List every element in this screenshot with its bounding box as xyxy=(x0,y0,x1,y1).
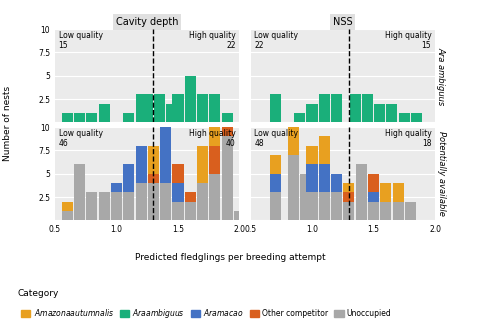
Bar xyxy=(124,164,134,192)
Bar xyxy=(234,211,245,220)
Bar xyxy=(210,174,220,220)
Bar xyxy=(62,113,73,122)
Bar xyxy=(197,183,208,220)
Bar xyxy=(270,174,280,192)
Bar xyxy=(111,183,122,192)
Bar xyxy=(184,192,196,202)
Bar xyxy=(222,113,232,122)
Bar xyxy=(306,146,318,164)
Bar xyxy=(350,94,360,122)
Bar xyxy=(380,202,392,220)
Legend: $\mathit{Amazona autumnalis}$, $\mathit{Ara ambiguus}$, $\mathit{Ara macao}$, Ot: $\mathit{Amazona autumnalis}$, $\mathit{… xyxy=(22,307,392,320)
Bar xyxy=(331,192,342,220)
Bar xyxy=(62,211,73,220)
Bar xyxy=(344,192,354,202)
Bar xyxy=(288,90,299,155)
Bar xyxy=(356,164,366,220)
Text: Category: Category xyxy=(18,289,59,298)
Bar xyxy=(386,104,398,122)
Bar xyxy=(392,183,404,202)
Bar xyxy=(344,183,354,192)
Text: Low quality
22: Low quality 22 xyxy=(254,31,298,51)
Bar xyxy=(392,202,404,220)
Bar xyxy=(172,202,184,220)
Text: Predicted fledglings per breeding attempt: Predicted fledglings per breeding attemp… xyxy=(134,253,326,262)
Bar xyxy=(222,136,232,220)
Bar xyxy=(380,183,392,202)
Bar xyxy=(319,192,330,220)
Bar xyxy=(411,113,422,122)
Bar xyxy=(300,174,312,220)
Bar xyxy=(270,94,280,122)
Bar xyxy=(111,192,122,220)
Bar xyxy=(74,113,85,122)
Bar xyxy=(136,183,146,220)
Bar xyxy=(368,192,379,202)
Bar xyxy=(319,94,330,122)
Bar xyxy=(148,146,159,174)
Bar xyxy=(98,192,110,220)
Title: NSS: NSS xyxy=(333,17,352,27)
Bar xyxy=(306,104,318,122)
Bar xyxy=(210,94,220,122)
Bar xyxy=(184,202,196,220)
Bar xyxy=(331,174,342,192)
Text: Low quality
46: Low quality 46 xyxy=(58,129,102,148)
Bar xyxy=(405,202,416,220)
Text: Low quality
15: Low quality 15 xyxy=(58,31,102,51)
Bar xyxy=(184,76,196,122)
Bar xyxy=(62,202,73,211)
Text: Ara ambiguus: Ara ambiguus xyxy=(437,47,446,105)
Bar xyxy=(368,174,379,192)
Bar xyxy=(331,94,342,122)
Bar xyxy=(270,155,280,174)
Bar xyxy=(160,62,171,127)
Text: High quality
22: High quality 22 xyxy=(189,31,236,51)
Bar xyxy=(124,113,134,122)
Bar xyxy=(288,155,299,220)
Bar xyxy=(306,164,318,192)
Bar xyxy=(374,104,385,122)
Bar xyxy=(74,164,85,220)
Bar xyxy=(160,127,171,183)
Bar xyxy=(136,146,146,183)
Text: High quality
15: High quality 15 xyxy=(384,31,432,51)
Bar xyxy=(222,62,232,99)
Bar xyxy=(166,104,177,122)
Bar xyxy=(319,136,330,164)
Bar xyxy=(160,183,171,220)
Bar xyxy=(270,192,280,220)
Bar xyxy=(197,146,208,183)
Bar xyxy=(398,113,410,122)
Bar xyxy=(172,183,184,202)
Title: Cavity depth: Cavity depth xyxy=(116,17,178,27)
Bar xyxy=(344,202,354,220)
Bar xyxy=(306,192,318,220)
Text: Potentially available: Potentially available xyxy=(437,131,446,216)
Bar xyxy=(172,94,184,122)
Bar xyxy=(154,94,165,122)
Bar xyxy=(362,94,373,122)
Text: Number of nests: Number of nests xyxy=(3,86,12,161)
Bar xyxy=(172,164,184,183)
Bar xyxy=(197,94,208,122)
Bar xyxy=(86,113,98,122)
Bar xyxy=(148,183,159,220)
Bar xyxy=(124,192,134,220)
Bar xyxy=(222,99,232,136)
Bar xyxy=(142,94,153,122)
Bar xyxy=(368,202,379,220)
Text: Low quality
48: Low quality 48 xyxy=(254,129,298,148)
Bar xyxy=(294,113,306,122)
Bar xyxy=(319,164,330,192)
Bar xyxy=(136,94,146,122)
Text: High quality
40: High quality 40 xyxy=(189,129,236,148)
Bar xyxy=(148,174,159,183)
Text: High quality
18: High quality 18 xyxy=(384,129,432,148)
Bar xyxy=(86,192,98,220)
Bar xyxy=(210,109,220,146)
Bar xyxy=(210,146,220,174)
Bar xyxy=(98,104,110,122)
